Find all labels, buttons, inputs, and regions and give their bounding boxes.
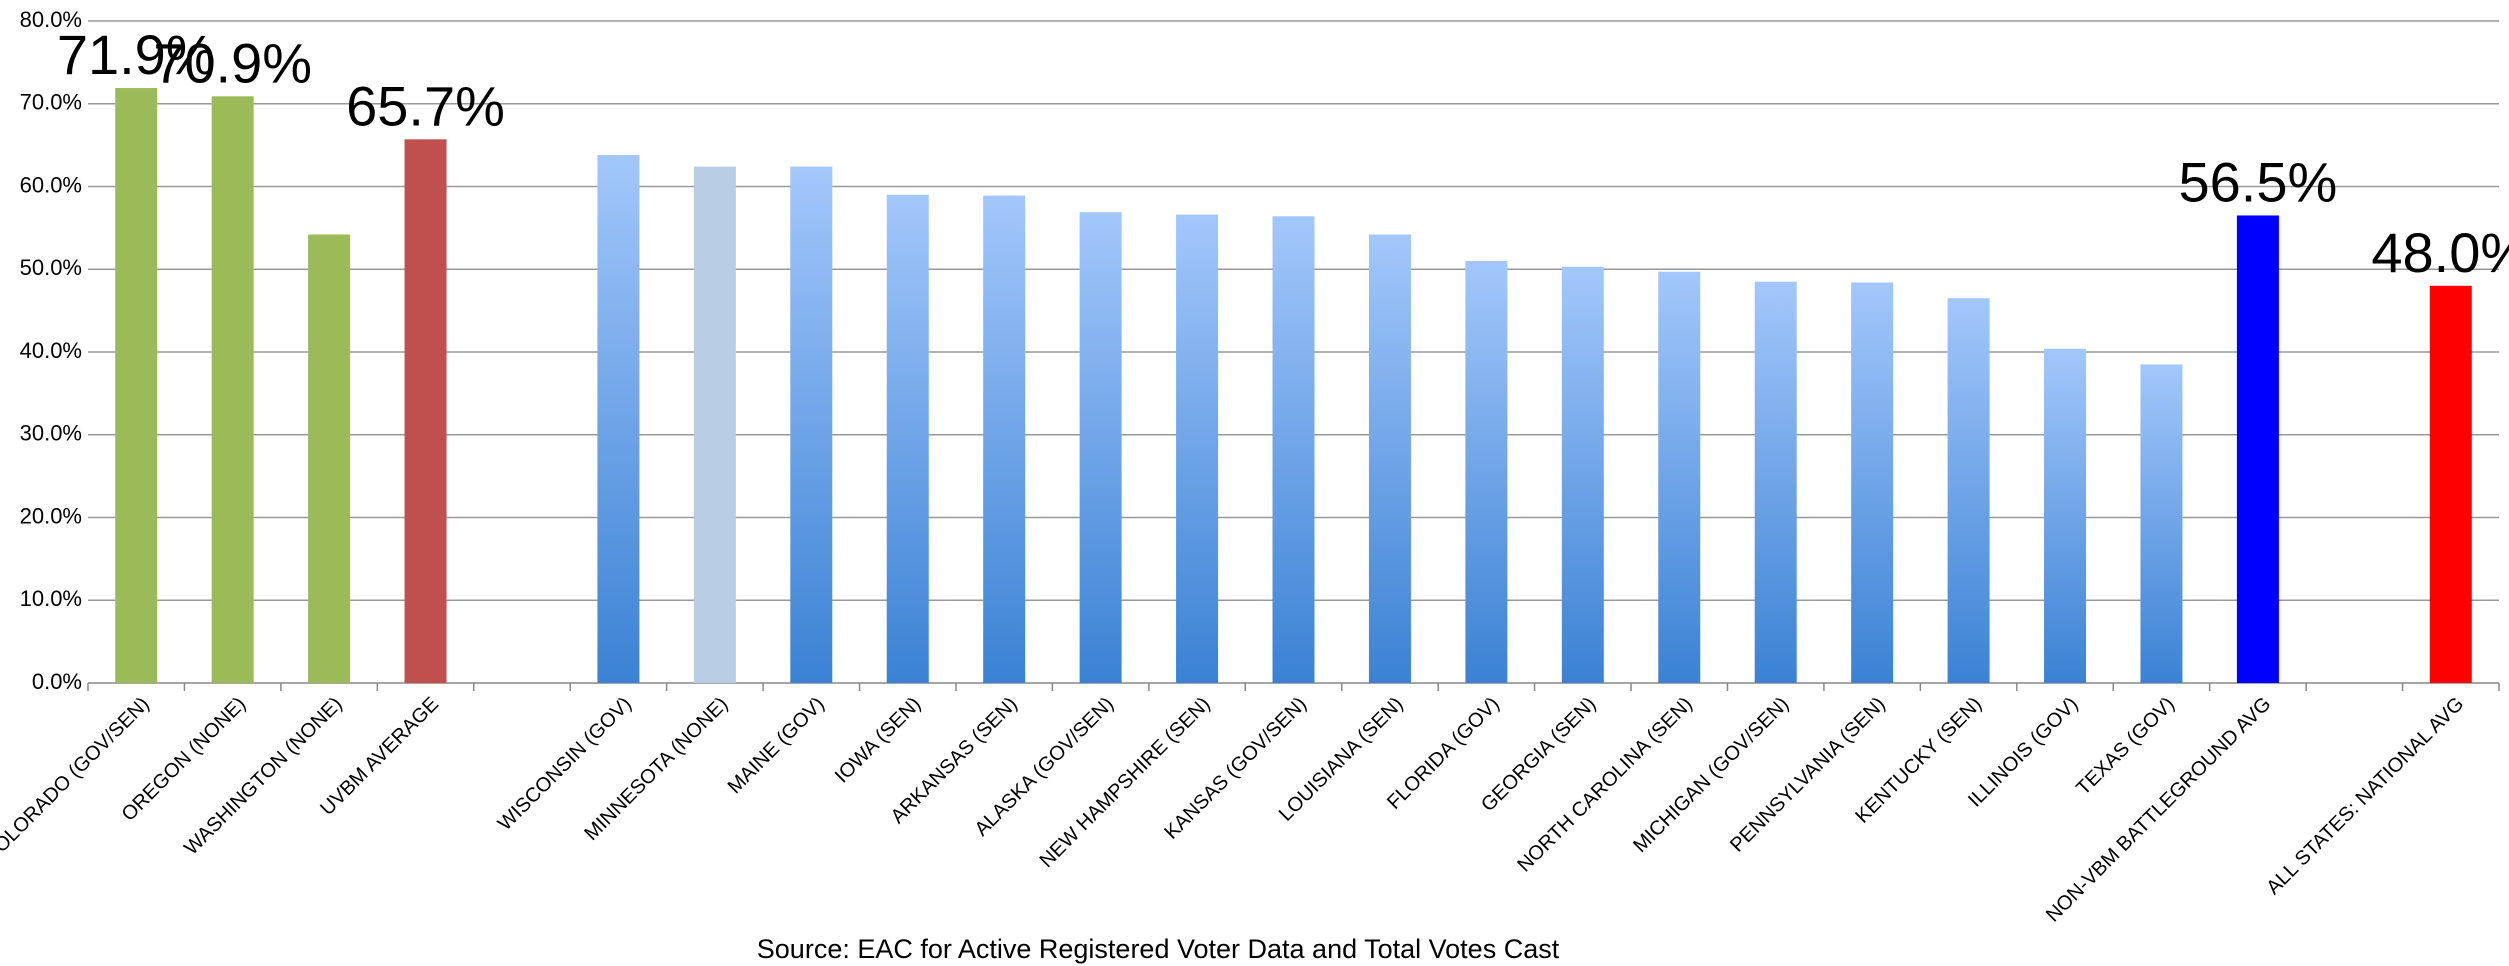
bar	[983, 195, 1026, 684]
source-note: Source: EAC for Active Registered Voter …	[757, 934, 1560, 964]
value-label: 56.5%	[2179, 150, 2338, 213]
value-label: 65.7%	[346, 74, 505, 137]
y-tick-label: 20.0%	[20, 503, 82, 528]
bar	[2236, 215, 2279, 683]
bar	[1658, 271, 1701, 683]
x-tick-label: NORTH CAROLINA (SEN)	[1513, 693, 1696, 876]
x-tick-label: ALL STATES: NATIONAL AVG	[2262, 693, 2468, 899]
y-tick-label: 80.0%	[20, 7, 82, 32]
bar	[693, 166, 736, 683]
value-label: 71.9%	[57, 23, 216, 86]
bar	[597, 155, 640, 683]
x-tick-label: TEXAS (GOV)	[2072, 693, 2179, 800]
x-tick-label: COLORADO (GOV/SEN)	[0, 693, 154, 867]
bar	[1176, 214, 1219, 683]
bar	[404, 139, 447, 683]
x-tick-label: MAINE (GOV)	[724, 693, 829, 798]
bar	[115, 88, 158, 684]
x-tick-label: NEW HAMPSHIRE (SEN)	[1036, 693, 1215, 872]
bar	[1851, 282, 1894, 683]
bar	[2429, 285, 2472, 683]
y-tick-label: 30.0%	[20, 421, 82, 446]
bar	[1079, 212, 1122, 683]
bar	[308, 234, 351, 683]
x-tick-label: PENNSYLVANIA (SEN)	[1726, 693, 1890, 857]
x-tick-label: MICHIGAN (GOV/SEN)	[1629, 693, 1793, 857]
bar	[790, 166, 833, 683]
value-label: 48.0%	[2371, 221, 2509, 284]
y-tick-label: 70.0%	[20, 90, 82, 115]
y-tick-label: 0.0%	[32, 669, 82, 694]
bar	[1368, 234, 1411, 683]
y-tick-label: 40.0%	[20, 338, 82, 363]
bar	[1561, 266, 1604, 683]
y-tick-label: 10.0%	[20, 586, 82, 611]
y-tick-label: 60.0%	[20, 172, 82, 197]
bar	[211, 96, 254, 684]
bar	[1465, 260, 1508, 683]
x-tick-label: IOWA (SEN)	[831, 693, 925, 787]
bar	[2140, 364, 2183, 683]
x-tick-label: WASHINGTON (NONE)	[180, 693, 346, 859]
value-label: 70.9%	[153, 31, 312, 94]
bar	[1754, 281, 1797, 683]
bar	[1947, 298, 1990, 683]
y-tick-label: 50.0%	[20, 255, 82, 280]
bar	[886, 194, 929, 683]
bar	[1272, 216, 1315, 684]
bar	[2044, 348, 2087, 683]
